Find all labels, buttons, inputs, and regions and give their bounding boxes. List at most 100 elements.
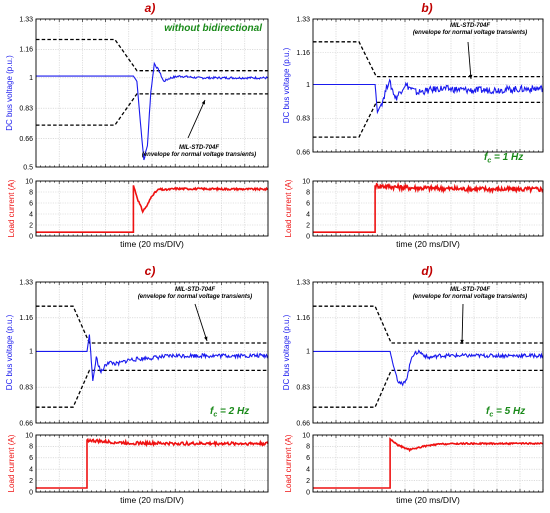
current-tick-label: 8 — [306, 444, 310, 451]
envelope-line — [313, 369, 543, 408]
time-axis-label: time (20 ms/DIV) — [120, 495, 184, 505]
current-tick-label: 4 — [306, 211, 310, 218]
envelope-annotation: MIL-STD-704F(envelope for normal voltage… — [413, 23, 527, 80]
envelope-arrowhead — [468, 74, 473, 79]
current-tick-label: 6 — [29, 455, 33, 462]
voltage-plot-2: 1.33 1.16 1 0.83 0.66 DC bus voltage (p.u.) — [5, 279, 269, 427]
current-tick-label: 6 — [306, 200, 310, 207]
voltage-tick-label: 1.33 — [296, 279, 310, 286]
envelope-note-title: MIL-STD-704F — [179, 145, 219, 151]
current-tick-label: 4 — [306, 467, 310, 474]
time-axis-label: time (20 ms/DIV) — [120, 239, 184, 249]
envelope-line — [36, 369, 268, 408]
current-plot-0: 10 8 6 4 2 0 Load current (A) time (20 ms/DIV) — [7, 178, 269, 249]
cutoff-frequency-label: fc = 1 Hz — [484, 152, 523, 165]
voltage-tick-label: 0.66 — [19, 420, 33, 427]
envelope-line — [313, 41, 543, 78]
current-tick-label: 0 — [306, 489, 310, 496]
current-plot-3: 10 8 6 4 2 0 Load current (A) time (20 ms/DIV) — [284, 432, 544, 505]
envelope-arrowhead — [201, 100, 205, 105]
current-tick-label: 2 — [306, 222, 310, 229]
current-tick-label: 0 — [306, 233, 310, 240]
fc-symbol: f — [210, 406, 215, 417]
voltage-tick-label: 0.5 — [23, 164, 33, 171]
voltage-plot-3: 1.33 1.16 1 0.83 0.66 DC bus voltage (p.u.) — [282, 279, 544, 427]
envelope-arrowhead — [460, 339, 464, 344]
current-trace — [36, 185, 269, 233]
fc-value: = 2 Hz — [217, 406, 249, 417]
current-tick-label: 10 — [25, 432, 33, 439]
voltage-trace — [36, 334, 269, 381]
current-trace — [313, 181, 544, 233]
voltage-plot-frame — [312, 281, 544, 424]
cutoff-frequency-label: fc = 2 Hz — [210, 406, 249, 419]
current-plot-frame — [35, 434, 269, 493]
current-axis-label: Load current (A) — [7, 434, 16, 492]
voltage-plot-frame — [35, 18, 269, 168]
voltage-plot-1: 1.33 1.16 1 0.83 0.66 DC bus voltage (p.u.) — [282, 16, 544, 156]
current-tick-label: 10 — [302, 178, 310, 185]
envelope-arrow — [461, 303, 464, 345]
fc-subscript: c — [489, 412, 493, 419]
current-axis-label: Load current (A) — [7, 179, 16, 237]
panel-label: d) — [421, 264, 432, 278]
voltage-tick-label: 1 — [29, 349, 33, 356]
fc-value: = 5 Hz — [493, 406, 525, 417]
voltage-plot-frame — [312, 18, 544, 153]
envelope-note-title: MIL-STD-704F — [450, 287, 490, 293]
voltage-tick-label: 0.83 — [296, 385, 310, 392]
voltage-tick-label: 1.16 — [296, 315, 310, 322]
envelope-note-subtitle: (envelope for normal voltage transients) — [142, 152, 256, 158]
envelope-note-subtitle: (envelope for normal voltage transients) — [138, 294, 252, 300]
current-tick-label: 8 — [29, 189, 33, 196]
envelope-arrow — [187, 99, 206, 139]
voltage-tick-label: 1 — [29, 75, 33, 82]
envelope-annotation: MIL-STD-704F(envelope for normal voltage… — [142, 99, 256, 158]
panel-a-annotation: without bidirectional — [164, 23, 262, 34]
voltage-tick-label: 1.16 — [19, 315, 33, 322]
current-tick-label: 0 — [29, 233, 33, 240]
fc-value: = 1 Hz — [491, 152, 523, 163]
voltage-tick-label: 0.66 — [296, 420, 310, 427]
voltage-trace — [36, 61, 269, 161]
envelope-note-title: MIL-STD-704F — [175, 287, 215, 293]
envelope-note-subtitle: (envelope for normal voltage transients) — [413, 294, 527, 300]
current-plot-frame — [35, 180, 269, 237]
envelope-arrow — [194, 303, 208, 342]
current-tick-label: 8 — [306, 189, 310, 196]
envelope-line — [36, 93, 268, 126]
current-trace — [313, 437, 543, 489]
current-tick-label: 2 — [306, 478, 310, 485]
voltage-tick-label: 1.16 — [19, 47, 33, 54]
current-plot-1: 10 8 6 4 2 0 Load current (A) time (20 ms/DIV) — [284, 178, 544, 249]
voltage-tick-label: 0.66 — [296, 149, 310, 156]
voltage-axis-label: DC bus voltage (p.u.) — [5, 55, 14, 131]
voltage-plot-frame — [35, 281, 269, 424]
cutoff-frequency-label: fc = 5 Hz — [486, 406, 525, 419]
voltage-tick-label: 0.66 — [19, 136, 33, 143]
current-axis-label: Load current (A) — [284, 434, 293, 492]
envelope-line — [313, 101, 543, 138]
voltage-axis-label: DC bus voltage (p.u.) — [282, 47, 291, 123]
envelope-note-title: MIL-STD-704F — [450, 23, 490, 29]
panel-label: a) — [145, 1, 156, 15]
voltage-tick-label: 1.16 — [296, 50, 310, 57]
envelope-arrowhead — [204, 336, 208, 341]
fc-subscript: c — [487, 158, 491, 165]
envelope-note-subtitle: (envelope for normal voltage transients) — [413, 30, 527, 36]
panel-label: b) — [421, 1, 432, 15]
current-trace — [36, 437, 269, 489]
voltage-tick-label: 1.33 — [19, 279, 33, 286]
envelope-line — [313, 305, 543, 344]
current-plot-2: 10 8 6 4 2 0 Load current (A) time (20 ms/DIV) — [7, 432, 269, 505]
current-tick-label: 6 — [306, 455, 310, 462]
current-plot-frame — [312, 434, 544, 493]
current-tick-label: 4 — [29, 211, 33, 218]
envelope-line — [36, 38, 268, 72]
envelope-arrow — [467, 41, 472, 80]
current-axis-label: Load current (A) — [284, 179, 293, 237]
fc-subscript: c — [213, 412, 217, 419]
voltage-tick-label: 0.83 — [19, 385, 33, 392]
voltage-tick-label: 0.83 — [19, 105, 33, 112]
